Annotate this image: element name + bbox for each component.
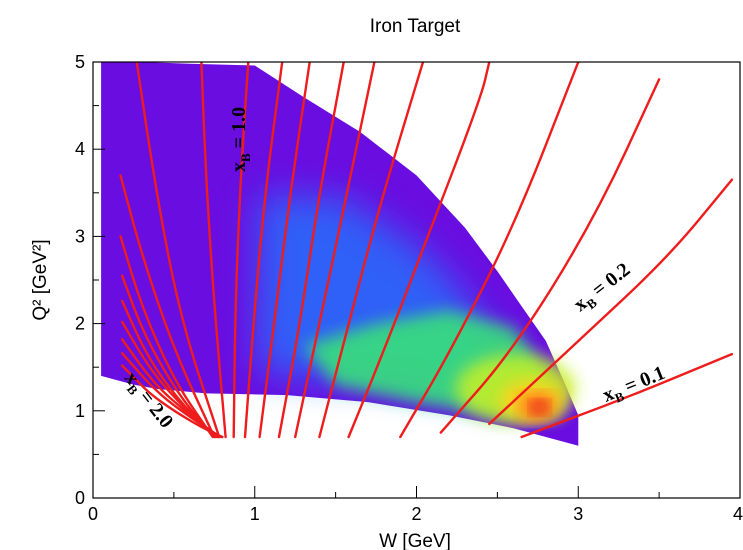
xb-curve-1-6 [120,299,218,439]
xb-curve-0-3 [399,62,580,439]
xb-curve-1-3 [119,174,216,439]
xb-curve-1-4 [119,235,214,439]
xb-curve-0-4 [347,62,491,439]
xb-curve-2 [120,364,224,439]
x-tick-labels: 0 1 2 3 4 [88,504,743,524]
x-axis-label: W [GeV] [379,531,451,550]
xb-0-1-label: xB = 0.1 [600,362,670,410]
xb-curve-1-1 [200,62,227,439]
y-tick-labels: 0 1 2 3 4 5 [75,52,85,508]
chart-title: Iron Target [370,16,461,37]
x-tick-label: 0 [88,504,98,524]
y-axis-label: Q² [GeV²] [30,239,51,320]
xb-curve-0-5 [318,62,425,439]
xb-curve-0-25 [439,78,661,434]
axis-ticks [92,61,741,499]
xb-curve-1-2 [135,62,221,439]
density-heatmap [101,62,579,446]
xb-curve-0-8 [258,62,311,439]
y-tick-label: 4 [75,139,85,159]
y-tick-label: 1 [75,401,85,421]
xb-curves [119,62,734,439]
xb-curve-0-1 [520,352,734,439]
xb-1-label: xB = 1.0 [228,107,253,172]
xb-0-2-label: xB = 0.2 [570,259,637,319]
y-tick-label: 2 [75,314,85,334]
xb-curve-0-6 [294,62,376,439]
density-peak [530,400,549,415]
x-tick-label: 4 [733,504,743,524]
x-tick-label: 3 [573,504,583,524]
y-tick-label: 0 [75,488,85,508]
xb-curve-0-9 [243,62,284,439]
xb-curve-1-5 [120,274,216,439]
y-tick-label: 3 [75,226,85,246]
x-tick-label: 2 [411,504,421,524]
xb-curve-1 [232,62,250,439]
y-tick-label: 5 [75,52,85,72]
x-tick-label: 1 [250,504,260,524]
xb-curve-0-7 [277,62,345,439]
xb-curve-0-2 [488,178,734,426]
